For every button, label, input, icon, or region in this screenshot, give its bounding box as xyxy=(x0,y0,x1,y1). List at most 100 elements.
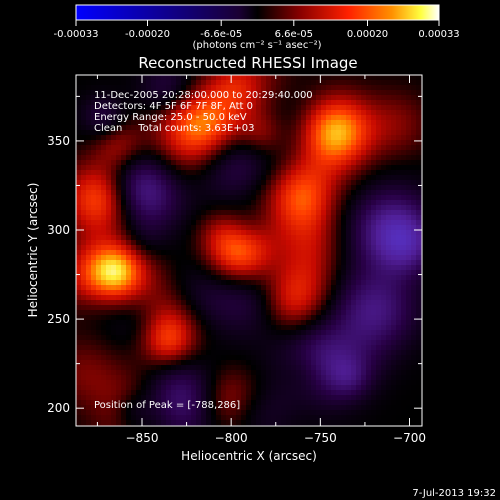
heatmap-cell xyxy=(336,180,342,186)
heatmap-cell xyxy=(226,295,232,301)
heatmap-cell xyxy=(236,105,242,111)
heatmap-cell xyxy=(271,380,277,386)
heatmap-cell xyxy=(291,90,297,96)
heatmap-cell xyxy=(386,165,392,171)
heatmap-cell xyxy=(396,295,402,301)
heatmap-cell xyxy=(341,390,347,396)
heatmap-cell xyxy=(241,250,247,256)
heatmap-cell xyxy=(381,300,387,306)
heatmap-cell xyxy=(126,255,132,261)
heatmap-cell xyxy=(211,400,217,406)
heatmap-cell xyxy=(246,305,252,311)
heatmap-cell xyxy=(191,145,197,151)
heatmap-cell xyxy=(131,260,137,266)
heatmap-cell xyxy=(241,420,247,426)
heatmap-cell xyxy=(151,285,157,291)
heatmap-cell xyxy=(191,200,197,206)
heatmap-cell xyxy=(296,180,302,186)
heatmap-cell xyxy=(411,230,417,236)
heatmap-cell xyxy=(96,250,102,256)
heatmap-cell xyxy=(126,230,132,236)
heatmap-cell xyxy=(191,190,197,196)
heatmap-cell xyxy=(311,420,317,426)
heatmap-cell xyxy=(146,170,152,176)
heatmap-cell xyxy=(181,210,187,216)
heatmap-cell xyxy=(366,140,372,146)
heatmap-cell xyxy=(156,210,162,216)
heatmap-cell xyxy=(326,180,332,186)
heatmap-cell xyxy=(171,145,177,151)
heatmap-cell xyxy=(96,90,102,96)
heatmap-cell xyxy=(106,145,112,151)
heatmap-cell xyxy=(261,90,267,96)
heatmap-cell xyxy=(251,225,257,231)
heatmap-cell xyxy=(411,135,417,141)
heatmap-cell xyxy=(156,220,162,226)
heatmap-cell xyxy=(376,215,382,221)
heatmap-cell xyxy=(231,90,237,96)
heatmap-cell xyxy=(171,175,177,181)
heatmap-cell xyxy=(346,180,352,186)
heatmap-cell xyxy=(166,130,172,136)
heatmap-cell xyxy=(311,300,317,306)
heatmap-cell xyxy=(361,175,367,181)
heatmap-cell xyxy=(176,365,182,371)
heatmap-cell xyxy=(96,120,102,126)
heatmap-cell xyxy=(246,345,252,351)
heatmap-cell xyxy=(231,320,237,326)
heatmap-cell xyxy=(306,120,312,126)
heatmap-cell xyxy=(416,255,422,261)
heatmap-cell xyxy=(111,380,117,386)
heatmap-cell xyxy=(96,160,102,166)
heatmap-cell xyxy=(221,95,227,101)
heatmap-cell xyxy=(136,130,142,136)
heatmap-cell xyxy=(206,325,212,331)
heatmap-cell xyxy=(196,295,202,301)
heatmap-cell xyxy=(176,160,182,166)
heatmap-cell xyxy=(156,295,162,301)
heatmap-cell xyxy=(121,350,127,356)
heatmap-cell xyxy=(331,395,337,401)
heatmap-cell xyxy=(301,405,307,411)
heatmap-cell xyxy=(416,200,422,206)
heatmap-cell xyxy=(371,340,377,346)
heatmap-cell xyxy=(136,285,142,291)
heatmap-cell xyxy=(286,240,292,246)
heatmap-cell xyxy=(121,355,127,361)
heatmap-cell xyxy=(306,185,312,191)
heatmap-cell xyxy=(306,250,312,256)
heatmap-cell xyxy=(81,240,87,246)
heatmap-cell xyxy=(76,260,82,266)
heatmap-cell xyxy=(306,175,312,181)
heatmap-cell xyxy=(381,80,387,86)
heatmap-cell xyxy=(351,295,357,301)
heatmap-cell xyxy=(81,230,87,236)
heatmap-cell xyxy=(236,225,242,231)
heatmap-cell xyxy=(81,355,87,361)
heatmap-cell xyxy=(386,210,392,216)
heatmap-cell xyxy=(391,125,397,131)
heatmap-cell xyxy=(276,260,282,266)
heatmap-cell xyxy=(116,150,122,156)
heatmap-cell xyxy=(121,120,127,126)
heatmap-cell xyxy=(211,375,217,381)
heatmap-cell xyxy=(341,150,347,156)
heatmap-cell xyxy=(296,260,302,266)
heatmap-cell xyxy=(196,360,202,366)
heatmap-cell xyxy=(236,190,242,196)
heatmap-cell xyxy=(116,90,122,96)
heatmap-cell xyxy=(296,240,302,246)
heatmap-cell xyxy=(206,145,212,151)
heatmap-cell xyxy=(261,335,267,341)
heatmap-cell xyxy=(136,225,142,231)
heatmap-cell xyxy=(271,235,277,241)
heatmap-cell xyxy=(201,410,207,416)
heatmap-cell xyxy=(246,110,252,116)
heatmap-cell xyxy=(91,230,97,236)
heatmap-cell xyxy=(201,245,207,251)
heatmap-cell xyxy=(116,120,122,126)
heatmap-cell xyxy=(301,300,307,306)
heatmap-cell xyxy=(266,400,272,406)
heatmap-cell xyxy=(101,340,107,346)
heatmap-cell xyxy=(341,415,347,421)
